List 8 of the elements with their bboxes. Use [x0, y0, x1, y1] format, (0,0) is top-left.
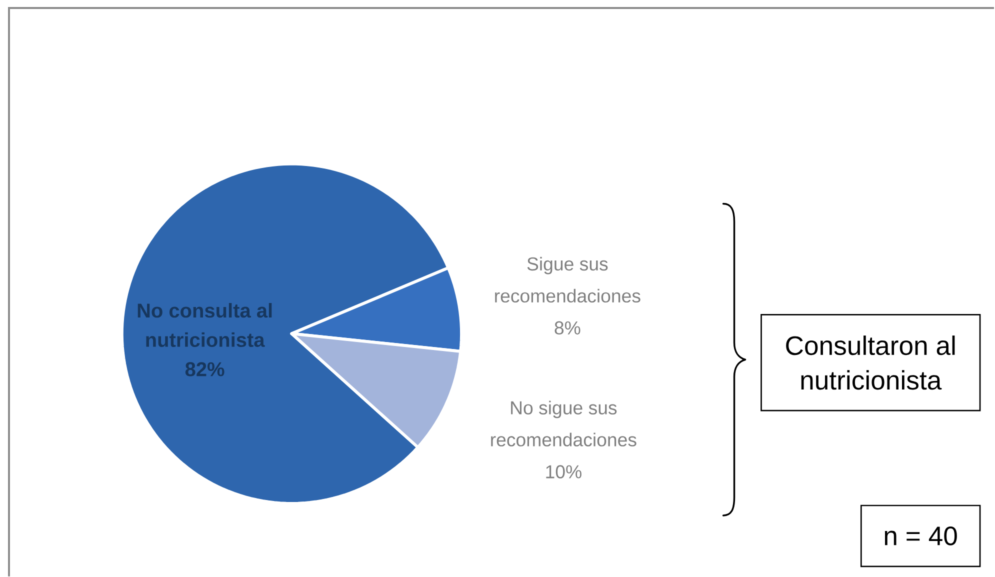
text: n = 40 [884, 526, 957, 546]
slice-label: No sigue sus recomendaciones [491, 400, 636, 446]
data-label: 10% [546, 464, 582, 478]
slice-label: No consulta al nutricionista [138, 302, 272, 347]
data-label: 82% [185, 362, 224, 376]
data-label: 8% [554, 321, 580, 334]
text: Consultaron al nutricionista [786, 335, 955, 390]
slice-label: Sigue sus recomendaciones [495, 256, 640, 302]
